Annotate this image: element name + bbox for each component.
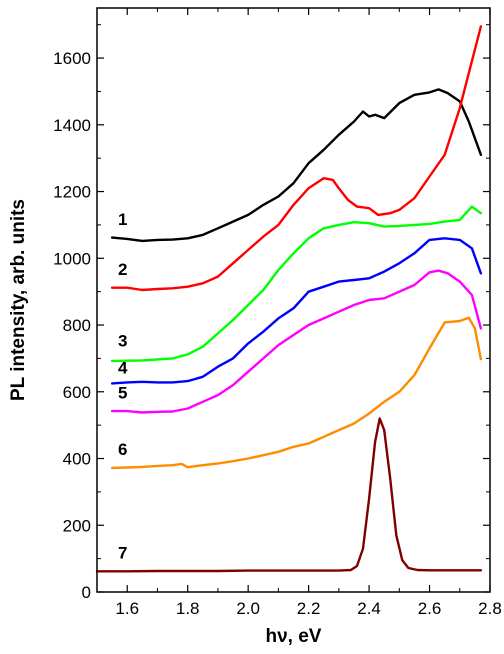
curve-label-3: 3 [118, 332, 127, 351]
x-tick-label: 2.6 [418, 599, 442, 618]
curve-label-1: 1 [118, 210, 127, 229]
y-tick-label: 1200 [53, 183, 91, 202]
series-7-line [95, 417, 483, 573]
x-tick-label: 1.6 [115, 599, 139, 618]
series-1-line [110, 88, 483, 243]
y-axis-title: PL intensity, arb. units [8, 199, 29, 401]
x-axis: 1.6 1.8 2.0 2.2 2.4 2.6 2.8 [115, 8, 502, 618]
series-3-line [110, 205, 483, 363]
curve-labels-layer: 1 2 3 4 5 6 7 [118, 210, 128, 563]
y-axis: 0 200 400 600 800 1000 1200 1400 1600 [53, 24, 490, 602]
y-tick-label: 1400 [53, 116, 91, 135]
x-tick-label: 2.4 [357, 599, 381, 618]
y-tick-label: 1600 [53, 49, 91, 68]
y-tick-label: 400 [63, 450, 91, 469]
y-tick-label: 0 [82, 583, 91, 602]
y-tick-label: 1000 [53, 249, 91, 268]
series-5-line [110, 269, 483, 414]
curves-layer [95, 25, 483, 573]
x-tick-label: 2.8 [478, 599, 502, 618]
series-6-line [110, 316, 483, 470]
y-tick-label: 600 [63, 383, 91, 402]
curve-label-4: 4 [118, 358, 128, 377]
curve-label-7: 7 [118, 544, 127, 563]
curve-label-6: 6 [118, 440, 127, 459]
x-tick-label: 2.0 [236, 599, 260, 618]
y-tick-label: 200 [63, 516, 91, 535]
series-2-line [110, 25, 483, 292]
x-tick-label: 1.8 [176, 599, 200, 618]
plot-frame [96, 7, 491, 593]
x-tick-label: 2.2 [297, 599, 321, 618]
series-4-line [110, 237, 483, 385]
curve-label-2: 2 [118, 260, 127, 279]
y-tick-label: 800 [63, 316, 91, 335]
curve-label-5: 5 [118, 383, 127, 402]
x-axis-title: hν, eV [266, 626, 322, 647]
